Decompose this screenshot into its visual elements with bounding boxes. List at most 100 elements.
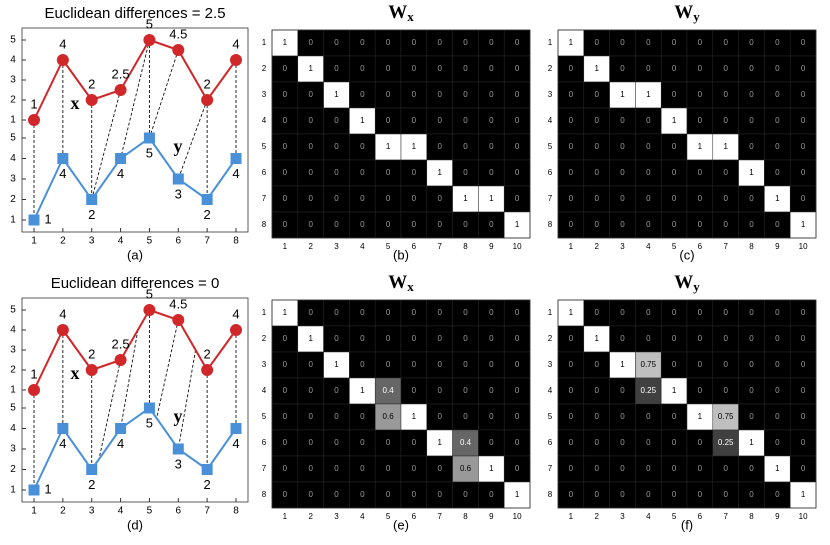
title-main: W <box>674 272 693 293</box>
cell-label: 1 <box>594 334 599 343</box>
cell-label: 0.75 <box>641 360 657 369</box>
cell-label: 0 <box>749 464 754 473</box>
cell-label: 0 <box>360 64 365 73</box>
cell-label: 0 <box>723 194 728 203</box>
cell-label: 0 <box>412 90 417 99</box>
cell-label: 0 <box>437 464 442 473</box>
point <box>85 94 98 106</box>
title-sub: y <box>693 9 700 24</box>
cell <box>323 159 350 187</box>
cell <box>426 403 453 431</box>
cell-label: 0 <box>594 464 599 473</box>
cell <box>712 403 739 431</box>
cell-label: 0 <box>646 412 651 421</box>
y-tick-label: 2 <box>10 464 16 475</box>
cell-label: 0 <box>437 412 442 421</box>
col-label: 9 <box>489 512 494 521</box>
cell <box>686 351 714 379</box>
row-label: 2 <box>548 64 553 73</box>
cell <box>712 299 739 327</box>
cell-label: 0 <box>620 142 625 151</box>
col-label: 9 <box>489 242 494 251</box>
cell <box>764 133 791 161</box>
cell-label: 1 <box>308 64 313 73</box>
cell <box>789 81 817 109</box>
cell-label: 0 <box>723 64 728 73</box>
col-label: 1 <box>569 512 574 521</box>
cell <box>297 299 324 327</box>
cell-label: 0 <box>360 464 365 473</box>
cell-label: 0 <box>801 386 806 395</box>
cell-label: 0 <box>308 412 313 421</box>
cell-label: 0 <box>360 308 365 317</box>
point-label: 2 <box>204 207 211 222</box>
cell-label: 0 <box>386 90 391 99</box>
cell-label: 0 <box>775 412 780 421</box>
cell-label: 0 <box>386 168 391 177</box>
cell <box>557 81 585 109</box>
cell-label: 0 <box>412 360 417 369</box>
row-label: 7 <box>548 194 553 203</box>
col-label: 9 <box>775 242 780 251</box>
cell-label: 0 <box>698 308 703 317</box>
cell-label: 0 <box>515 308 520 317</box>
cell <box>635 481 662 509</box>
cell-label: 1 <box>386 142 391 151</box>
cell-label: 0 <box>489 308 494 317</box>
cell <box>478 403 505 431</box>
matrix-title: Wx <box>388 272 414 294</box>
matrix-frame <box>557 29 817 239</box>
cell <box>478 377 505 405</box>
cell-label: 0 <box>334 412 339 421</box>
cell-label: 1 <box>698 142 703 151</box>
col-label: 1 <box>569 242 574 251</box>
cell <box>374 299 402 327</box>
cell <box>426 455 453 483</box>
cell-label: 0 <box>283 334 288 343</box>
cell <box>583 455 610 483</box>
cell-label: 0 <box>437 334 442 343</box>
row-label: 7 <box>262 194 267 203</box>
col-label: 4 <box>646 242 651 251</box>
cell-label: 0 <box>801 38 806 47</box>
cell-label: 0 <box>437 64 442 73</box>
cell-label: 0 <box>569 142 574 151</box>
cell <box>660 429 688 457</box>
cell-label: 0 <box>489 38 494 47</box>
cell <box>712 455 739 483</box>
point-label: 4 <box>232 306 239 321</box>
cell <box>738 107 765 135</box>
row-label: 2 <box>262 334 267 343</box>
y-tick-label: 3 <box>10 174 16 185</box>
point-label: 4 <box>117 436 124 451</box>
cell-label: 0 <box>334 64 339 73</box>
x-tick-label: 2 <box>60 506 66 517</box>
cell-label: 0 <box>594 360 599 369</box>
cell <box>452 159 479 187</box>
cell-label: 0 <box>412 220 417 229</box>
col-label: 6 <box>412 512 417 521</box>
cell <box>712 429 739 457</box>
cell-label: 0 <box>672 38 677 47</box>
point-label: 4.5 <box>169 26 187 41</box>
cell <box>635 185 662 213</box>
row-label: 6 <box>548 438 553 447</box>
x-tick-label: 6 <box>176 236 182 247</box>
col-label: 7 <box>437 242 442 251</box>
cell-label: 0 <box>437 90 442 99</box>
cell <box>764 159 791 187</box>
y-tick-label: 5 <box>10 403 16 414</box>
cell-label: 0 <box>775 490 780 499</box>
cell-label: 0 <box>569 220 574 229</box>
cell <box>609 185 636 213</box>
cell-label: 0 <box>360 168 365 177</box>
point-label: 2 <box>88 76 95 91</box>
cell-label: 1 <box>698 412 703 421</box>
point-label: 4 <box>59 306 66 321</box>
cell-label: 0 <box>672 142 677 151</box>
cell-label: 0 <box>283 360 288 369</box>
point-label: 2 <box>204 346 211 361</box>
cell-label: 0 <box>569 116 574 125</box>
cell <box>635 159 662 187</box>
